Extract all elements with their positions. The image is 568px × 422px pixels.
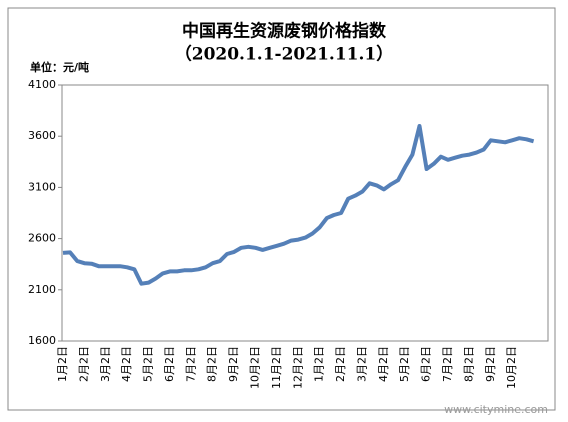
chart-frame	[7, 7, 556, 411]
x-tick-label: 12月2日	[291, 346, 304, 389]
plot-area	[61, 84, 549, 342]
x-tick-label: 2月2日	[334, 346, 347, 382]
x-tick-label: 6月2日	[163, 346, 176, 382]
y-tick-label: 1600	[28, 334, 56, 347]
chart-title: 中国再生资源废钢价格指数	[182, 21, 387, 42]
y-tick-label: 4100	[28, 78, 56, 91]
x-tick-label: 5月2日	[142, 346, 155, 382]
x-tick-label: 3月2日	[355, 346, 368, 382]
x-tick-label: 6月2日	[420, 346, 433, 382]
x-tick-label: 7月2日	[441, 346, 454, 382]
x-tick-label: 9月2日	[484, 346, 497, 382]
x-tick-label: 3月2日	[99, 346, 112, 382]
x-tick-label: 2月2日	[77, 346, 90, 382]
x-tick-label: 4月2日	[120, 346, 133, 382]
x-tick-label: 1月2日	[313, 346, 326, 382]
x-tick-label: 9月2日	[227, 346, 240, 382]
y-tick-label: 2600	[28, 232, 56, 245]
x-tick-label: 8月2日	[206, 346, 219, 382]
y-tick-label: 3600	[28, 129, 56, 142]
x-tick-label: 11月2日	[270, 346, 283, 389]
x-tick-label: 10月2日	[249, 346, 262, 389]
x-tick-label: 7月2日	[184, 346, 197, 382]
x-tick-label: 10月2日	[505, 346, 518, 389]
y-tick-label: 3100	[28, 180, 56, 193]
x-tick-label: 4月2日	[377, 346, 390, 382]
watermark: www.citymine.com	[444, 403, 548, 416]
chart-subtitle: （2020.1.1-2021.11.1）	[175, 44, 394, 65]
x-tick-label: 1月2日	[56, 346, 69, 382]
x-tick-label: 8月2日	[462, 346, 475, 382]
y-axis-label: 单位：元/吨	[30, 60, 89, 74]
series-line	[62, 124, 535, 286]
x-tick-label: 5月2日	[398, 346, 411, 382]
y-tick-label: 2100	[28, 283, 56, 296]
